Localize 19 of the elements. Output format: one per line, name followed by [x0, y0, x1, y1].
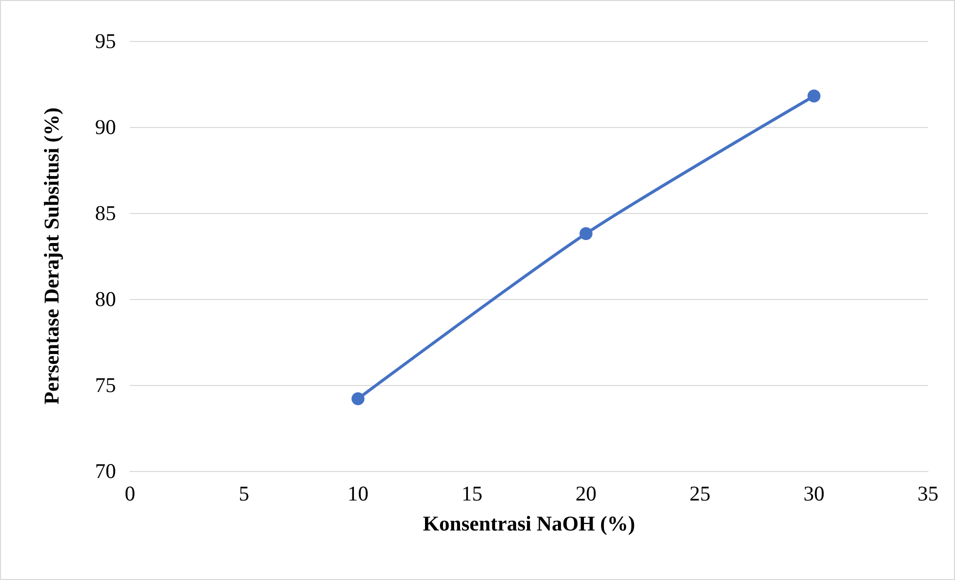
- x-tick-label: 0: [124, 482, 136, 506]
- point: [808, 90, 820, 103]
- x-tick-label: 15: [462, 482, 482, 506]
- x-tick-label: 30: [804, 482, 824, 506]
- y-tick-label: 90: [95, 115, 116, 139]
- point: [352, 392, 364, 406]
- x-axis-title: Konsentrasi NaOH (%): [422, 512, 636, 536]
- point: [580, 227, 592, 240]
- y-axis-title: Persentase Derajat Subsitusi (%): [40, 108, 64, 404]
- x-tick-label: 5: [238, 482, 250, 506]
- y-tick-label: 80: [95, 287, 116, 311]
- y-tick-label: 75: [95, 373, 116, 397]
- y-tick-label: 85: [95, 201, 116, 225]
- x-tick-label: 10: [348, 482, 368, 506]
- x-tick-label: 35: [918, 482, 938, 506]
- x-tick-label: 20: [576, 482, 596, 506]
- y-tick-label: 70: [95, 459, 116, 483]
- y-tick-label: 95: [95, 29, 116, 53]
- x-tick-label: 25: [690, 482, 710, 506]
